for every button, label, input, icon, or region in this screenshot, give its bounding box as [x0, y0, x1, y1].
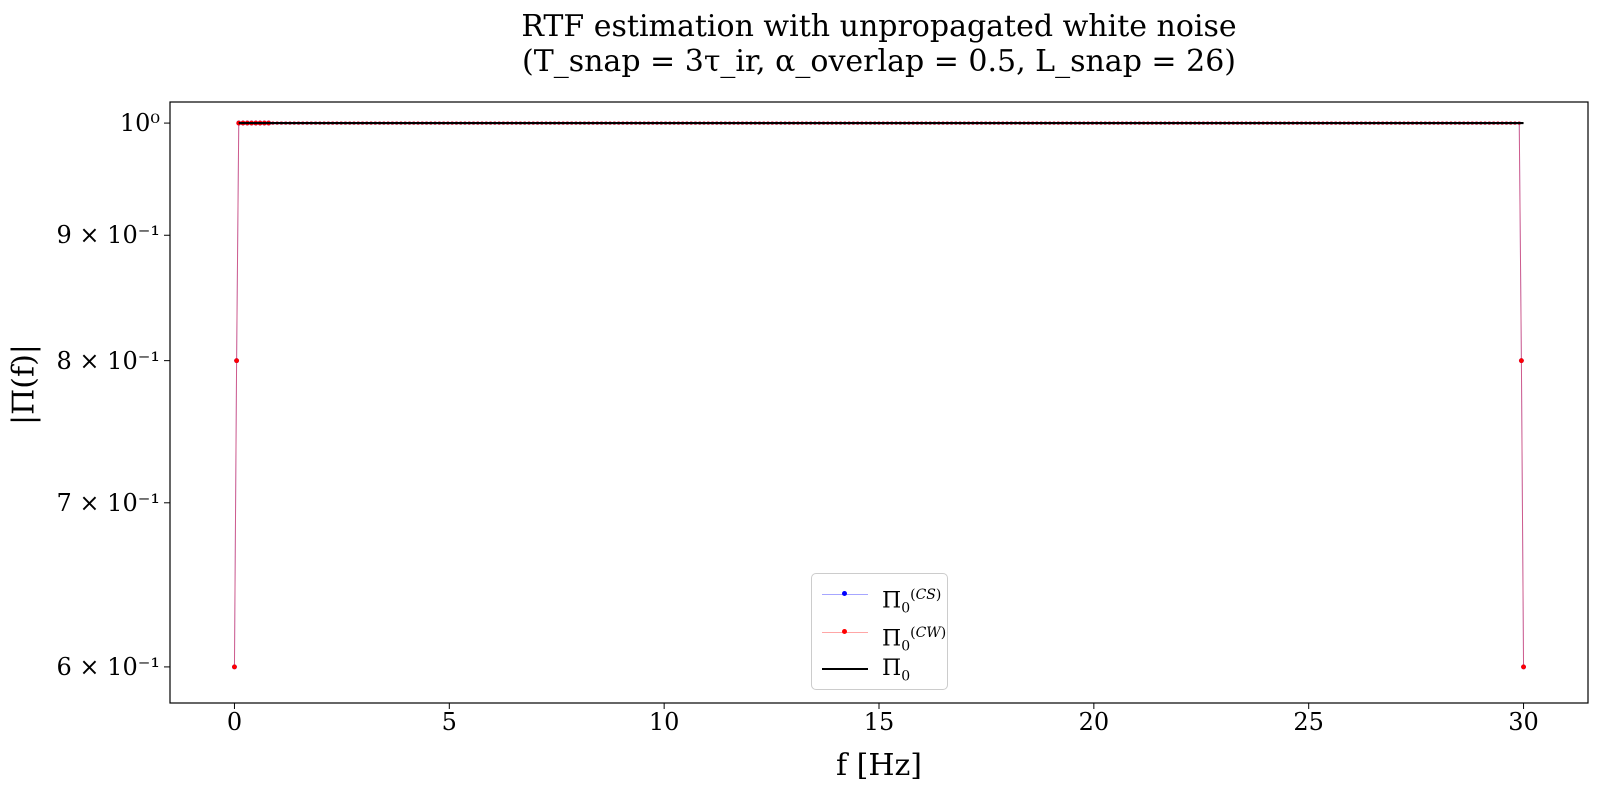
series-layer: [232, 120, 1526, 670]
x-tick-label: 15: [863, 708, 895, 736]
tick-marks: [164, 122, 1525, 709]
x-tick-label: 10: [648, 708, 680, 736]
x-tick-label: 5: [441, 708, 457, 736]
x-tick-label: 20: [1078, 708, 1110, 736]
y-tick-label: 8 × 10⁻¹: [56, 346, 160, 375]
y-tick-label: 6 × 10⁻¹: [56, 652, 160, 681]
legend-item-cw: Π0(CW): [822, 618, 947, 655]
data-point: [1518, 358, 1524, 364]
legend-label-cw: Π0(CW): [882, 625, 947, 655]
data-point: [234, 358, 240, 364]
y-tick-label: 9 × 10⁻¹: [56, 221, 160, 250]
legend-label-cs: Π0(CS): [882, 587, 942, 617]
y-tick-label: 7 × 10⁻¹: [56, 488, 160, 517]
x-tick-label: 30: [1508, 708, 1539, 736]
chart-title-line1: RTF estimation with unpropagated white n…: [521, 9, 1237, 44]
x-tick-label: 25: [1293, 708, 1324, 736]
legend-marker-cw: [842, 629, 847, 634]
y-tick-label: 10⁰: [119, 109, 160, 138]
data-point: [1521, 664, 1526, 670]
legend-item-cs: Π0(CS): [822, 580, 947, 617]
x-axis-label: f [Hz]: [835, 748, 922, 783]
legend-item-pi0: Π0: [822, 654, 947, 684]
x-tick-label: 0: [226, 708, 243, 736]
y-axis-label: |Π(f)|: [6, 344, 42, 425]
chart-title-line2: (T_snap = 3τ_ir, α_overlap = 0.5, L_snap…: [522, 44, 1236, 79]
legend-marker-cs: [842, 591, 847, 596]
legend-label-pi0: Π0: [882, 656, 911, 685]
legend: Π0(CS) Π0(CW) Π0: [811, 573, 948, 690]
legend-swatch-pi0: [822, 668, 868, 670]
data-point: [232, 664, 237, 670]
